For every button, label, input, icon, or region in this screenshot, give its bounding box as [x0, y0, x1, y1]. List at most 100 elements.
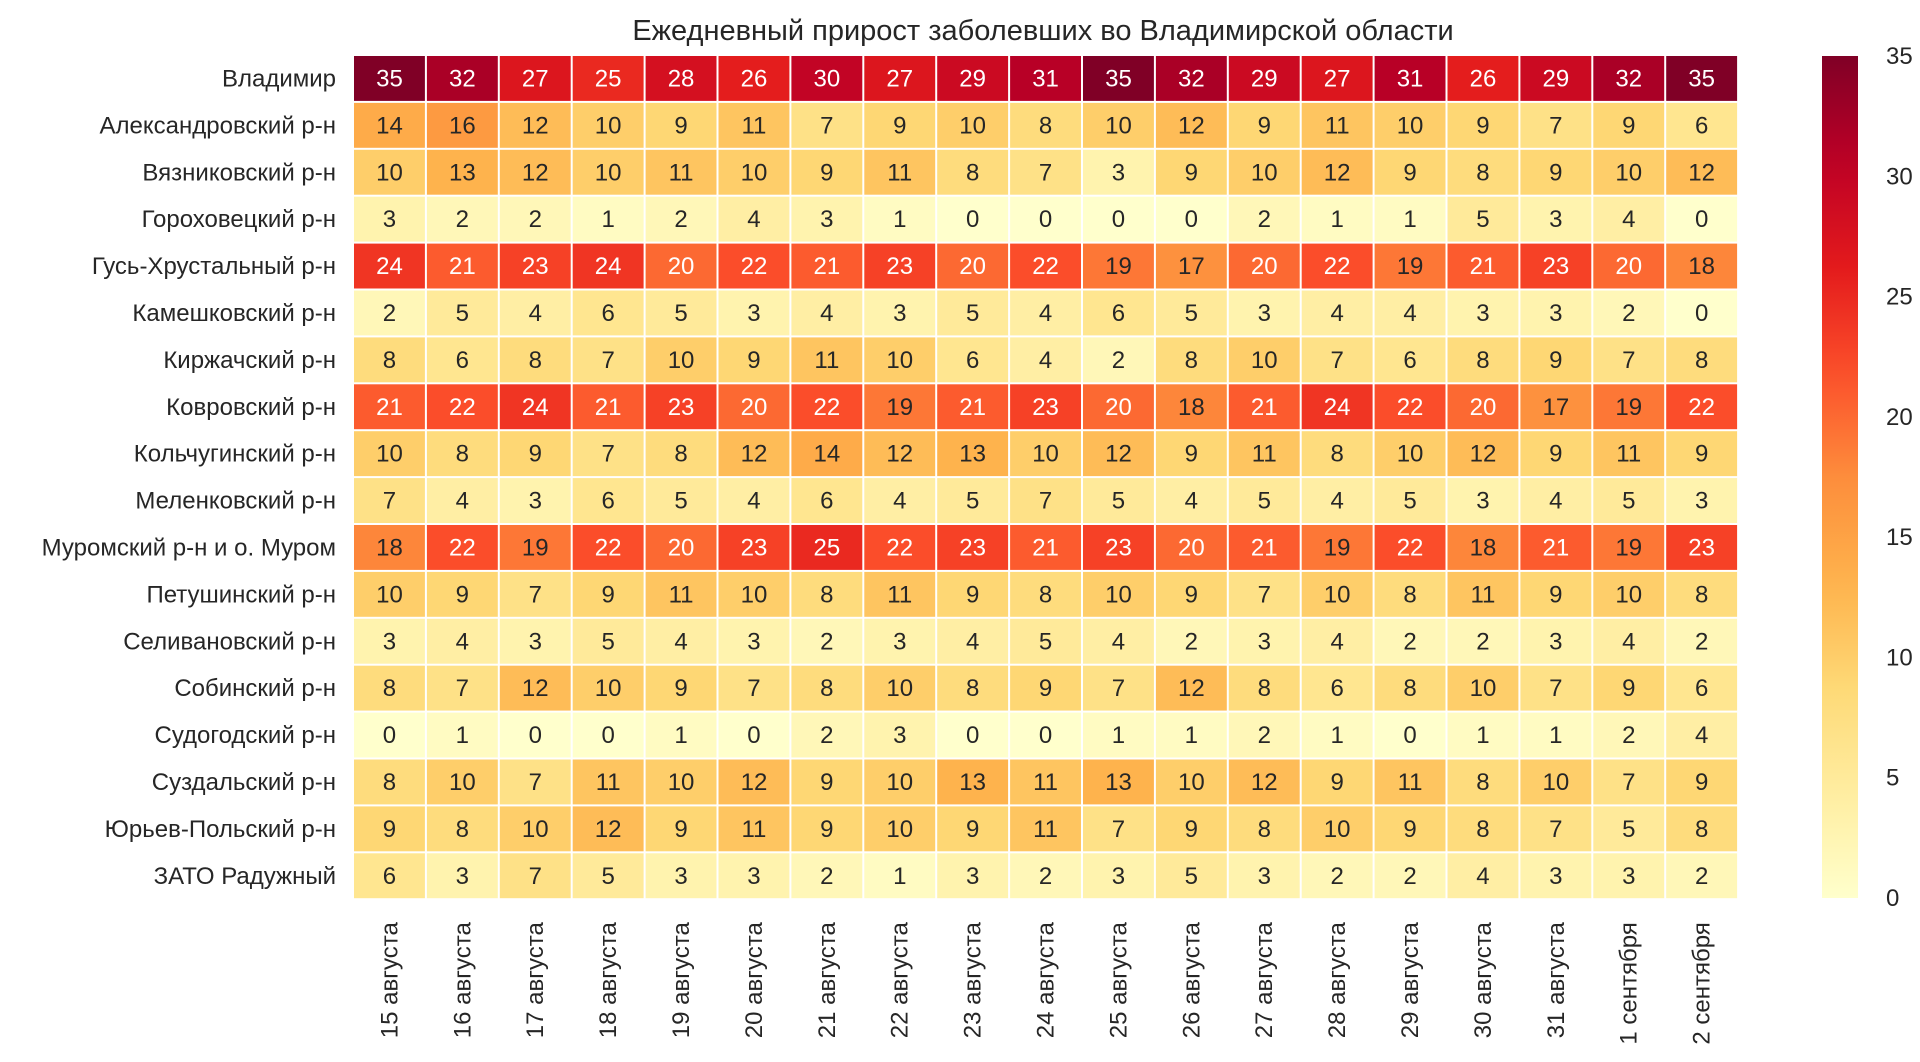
heatmap-cell — [645, 290, 717, 336]
heatmap-cell — [718, 618, 790, 664]
cell-value: 10 — [668, 347, 695, 374]
cell-value: 9 — [1549, 441, 1562, 468]
heatmap-cell — [791, 478, 863, 523]
heatmap-cell — [1083, 806, 1154, 852]
cell-value: 11 — [1252, 441, 1277, 468]
cell-value: 9 — [966, 581, 979, 608]
heatmap-cell — [1301, 712, 1373, 758]
heatmap-cell — [1447, 384, 1519, 430]
heatmap-cell — [499, 712, 571, 758]
cell-value: 6 — [966, 347, 979, 374]
heatmap-cell — [1520, 712, 1592, 758]
heatmap-cell — [499, 618, 571, 664]
heatmap-cell — [937, 290, 1009, 336]
cell-value: 3 — [893, 722, 906, 749]
cell-value: 24 — [1324, 394, 1351, 421]
heatmap-cell — [1666, 571, 1738, 617]
heatmap-cell — [1301, 665, 1373, 711]
cell-value: 20 — [1615, 253, 1642, 280]
heatmap-cell — [572, 618, 644, 664]
cell-value: 7 — [1039, 488, 1052, 515]
heatmap-cell — [1374, 290, 1446, 336]
heatmap-cell — [864, 337, 936, 383]
heatmap-cell — [1520, 665, 1592, 711]
cell-value: 19 — [1324, 534, 1351, 561]
cell-value: 3 — [1622, 863, 1635, 890]
cell-value: 9 — [966, 816, 979, 843]
cell-value: 4 — [1330, 488, 1343, 515]
heatmap-cell — [426, 712, 498, 758]
heatmap-cell — [864, 571, 936, 617]
row-label: Меленковский р-н — [135, 488, 336, 515]
cell-value: 22 — [1032, 253, 1059, 280]
row-label: Муромский р-н и о. Муром — [42, 534, 336, 561]
cell-value: 35 — [1688, 65, 1715, 92]
heatmap-cell — [1520, 853, 1592, 899]
cell-value: 8 — [1403, 581, 1416, 608]
colorbar-tick-label: 15 — [1886, 524, 1913, 551]
heatmap-cell — [1520, 102, 1592, 148]
heatmap-cell — [426, 478, 498, 523]
heatmap-cell — [791, 712, 863, 758]
heatmap-cell — [354, 102, 425, 148]
heatmap-cell — [1447, 853, 1519, 899]
heatmap-cell — [645, 665, 717, 711]
cell-value: 6 — [1403, 347, 1416, 374]
heatmap-cell — [1447, 196, 1519, 242]
column-labels: 15 августа 16 августа 17 августа 18 августа… — [376, 922, 1715, 1045]
cell-value: 11 — [1398, 769, 1423, 796]
heatmap-cell — [645, 337, 717, 383]
cell-value: 8 — [456, 816, 469, 843]
cell-value: 9 — [1330, 769, 1343, 796]
cell-value: 12 — [1688, 159, 1715, 186]
cell-value: 10 — [1324, 816, 1351, 843]
cell-value: 6 — [601, 488, 614, 515]
cell-value: 11 — [596, 769, 621, 796]
heatmap-cell — [1010, 618, 1081, 664]
heatmap-cell — [354, 290, 425, 336]
heatmap-cell — [1155, 759, 1227, 805]
heatmap-cell — [1374, 618, 1446, 664]
heatmap-cell — [1666, 431, 1738, 477]
heatmap-cell — [937, 712, 1009, 758]
cell-value: 20 — [959, 253, 986, 280]
cell-value: 8 — [820, 675, 833, 702]
heatmap-cell — [1155, 243, 1227, 289]
cell-value: 8 — [1403, 675, 1416, 702]
heatmap-cell — [1083, 853, 1154, 899]
heatmap-cell — [1155, 806, 1227, 852]
colorbar-tick-label: 0 — [1886, 885, 1899, 912]
heatmap-cell — [864, 384, 936, 430]
heatmap-cell — [1301, 431, 1373, 477]
heatmap-cell — [1228, 665, 1300, 711]
heatmap-cell — [1593, 102, 1665, 148]
row-label: Вязниковский р-н — [142, 159, 336, 186]
heatmap-cell — [1301, 618, 1373, 664]
heatmap-cell — [864, 712, 936, 758]
heatmap-cell — [1593, 384, 1665, 430]
colorbar-tick-label: 30 — [1886, 163, 1913, 190]
cell-value: 6 — [601, 300, 614, 327]
heatmap-cell — [354, 384, 425, 430]
heatmap-cell — [1155, 337, 1227, 383]
heatmap-cell — [426, 56, 498, 101]
cell-value: 8 — [383, 675, 396, 702]
cell-value: 9 — [820, 159, 833, 186]
heatmap-cell — [1228, 478, 1300, 523]
heatmap-cell — [1155, 665, 1227, 711]
cell-value: 10 — [1397, 112, 1424, 139]
heatmap-cell — [937, 806, 1009, 852]
cell-value: 3 — [1549, 628, 1562, 655]
heatmap-cell — [718, 478, 790, 523]
row-label: Владимир — [222, 65, 336, 92]
heatmap-cell — [645, 196, 717, 242]
heatmap-cell — [1083, 478, 1154, 523]
heatmap-cell — [354, 853, 425, 899]
cell-value: 3 — [1476, 488, 1489, 515]
cell-value: 0 — [383, 722, 396, 749]
heatmap-cell — [1666, 56, 1738, 101]
heatmap-cell — [1447, 290, 1519, 336]
cell-value: 9 — [747, 347, 760, 374]
heatmap-cell — [1666, 806, 1738, 852]
heatmap-cell — [499, 853, 571, 899]
